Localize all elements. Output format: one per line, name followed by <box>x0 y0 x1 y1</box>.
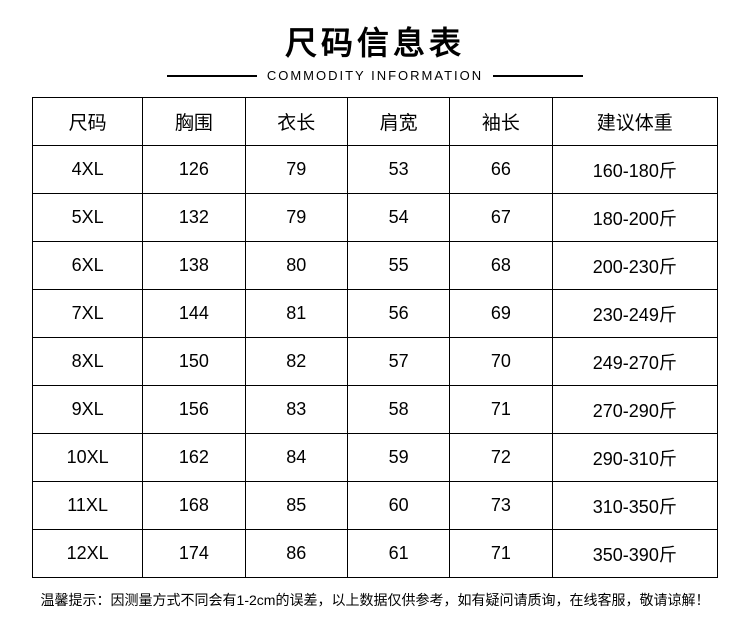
table-row: 4XL126795366160-180斤 <box>33 146 718 194</box>
table-cell: 58 <box>347 386 449 434</box>
table-cell: 55 <box>347 242 449 290</box>
table-cell: 57 <box>347 338 449 386</box>
table-cell: 160-180斤 <box>552 146 717 194</box>
table-cell: 61 <box>347 530 449 578</box>
col-sleeve: 袖长 <box>450 98 552 146</box>
footnote-label: 温馨提示： <box>41 592 111 608</box>
table-cell: 79 <box>245 194 347 242</box>
table-row: 5XL132795467180-200斤 <box>33 194 718 242</box>
table-cell: 249-270斤 <box>552 338 717 386</box>
table-cell: 53 <box>347 146 449 194</box>
table-cell: 12XL <box>33 530 143 578</box>
table-cell: 162 <box>143 434 245 482</box>
table-cell: 67 <box>450 194 552 242</box>
rule-right <box>493 75 583 77</box>
table-cell: 6XL <box>33 242 143 290</box>
table-cell: 310-350斤 <box>552 482 717 530</box>
col-weight: 建议体重 <box>552 98 717 146</box>
table-cell: 66 <box>450 146 552 194</box>
table-row: 6XL138805568200-230斤 <box>33 242 718 290</box>
table-cell: 174 <box>143 530 245 578</box>
table-cell: 59 <box>347 434 449 482</box>
size-table: 尺码 胸围 衣长 肩宽 袖长 建议体重 4XL126795366160-180斤… <box>32 97 718 578</box>
table-cell: 73 <box>450 482 552 530</box>
table-cell: 180-200斤 <box>552 194 717 242</box>
table-cell: 79 <box>245 146 347 194</box>
table-cell: 54 <box>347 194 449 242</box>
table-cell: 144 <box>143 290 245 338</box>
table-cell: 56 <box>347 290 449 338</box>
table-cell: 290-310斤 <box>552 434 717 482</box>
subtitle-row: COMMODITY INFORMATION <box>0 68 750 83</box>
col-chest: 胸围 <box>143 98 245 146</box>
table-cell: 9XL <box>33 386 143 434</box>
table-cell: 82 <box>245 338 347 386</box>
table-cell: 200-230斤 <box>552 242 717 290</box>
table-cell: 138 <box>143 242 245 290</box>
table-cell: 69 <box>450 290 552 338</box>
table-cell: 270-290斤 <box>552 386 717 434</box>
col-size: 尺码 <box>33 98 143 146</box>
table-cell: 4XL <box>33 146 143 194</box>
table-row: 9XL156835871270-290斤 <box>33 386 718 434</box>
table-cell: 8XL <box>33 338 143 386</box>
table-cell: 156 <box>143 386 245 434</box>
size-table-container: 尺码 胸围 衣长 肩宽 袖长 建议体重 4XL126795366160-180斤… <box>0 97 750 578</box>
table-cell: 71 <box>450 386 552 434</box>
table-cell: 68 <box>450 242 552 290</box>
table-cell: 84 <box>245 434 347 482</box>
table-row: 11XL168856073310-350斤 <box>33 482 718 530</box>
table-cell: 7XL <box>33 290 143 338</box>
table-cell: 85 <box>245 482 347 530</box>
rule-left <box>167 75 257 77</box>
table-cell: 72 <box>450 434 552 482</box>
col-shoulder: 肩宽 <box>347 98 449 146</box>
table-cell: 150 <box>143 338 245 386</box>
table-row: 10XL162845972290-310斤 <box>33 434 718 482</box>
table-row: 12XL174866171350-390斤 <box>33 530 718 578</box>
table-cell: 86 <box>245 530 347 578</box>
header: 尺码信息表 COMMODITY INFORMATION <box>0 0 750 97</box>
table-row: 7XL144815669230-249斤 <box>33 290 718 338</box>
table-cell: 126 <box>143 146 245 194</box>
table-body: 4XL126795366160-180斤5XL132795467180-200斤… <box>33 146 718 578</box>
table-cell: 230-249斤 <box>552 290 717 338</box>
table-header-row: 尺码 胸围 衣长 肩宽 袖长 建议体重 <box>33 98 718 146</box>
table-cell: 10XL <box>33 434 143 482</box>
table-cell: 350-390斤 <box>552 530 717 578</box>
table-row: 8XL150825770249-270斤 <box>33 338 718 386</box>
table-cell: 80 <box>245 242 347 290</box>
table-cell: 132 <box>143 194 245 242</box>
table-cell: 70 <box>450 338 552 386</box>
footnote: 温馨提示：因测量方式不同会有1-2cm的误差，以上数据仅供参考，如有疑问请质询，… <box>0 578 750 610</box>
table-cell: 83 <box>245 386 347 434</box>
table-cell: 11XL <box>33 482 143 530</box>
page-subtitle: COMMODITY INFORMATION <box>257 68 493 83</box>
col-length: 衣长 <box>245 98 347 146</box>
table-cell: 5XL <box>33 194 143 242</box>
table-cell: 81 <box>245 290 347 338</box>
table-cell: 168 <box>143 482 245 530</box>
page-title: 尺码信息表 <box>0 18 750 64</box>
table-cell: 71 <box>450 530 552 578</box>
footnote-text: 因测量方式不同会有1-2cm的误差，以上数据仅供参考，如有疑问请质询，在线客服，… <box>111 592 710 608</box>
table-cell: 60 <box>347 482 449 530</box>
